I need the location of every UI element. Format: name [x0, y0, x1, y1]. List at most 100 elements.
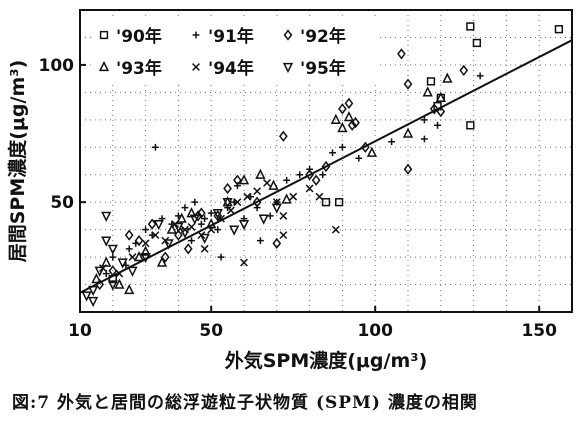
data-point-diamond	[183, 243, 193, 255]
y-tick-label: 100	[39, 56, 75, 76]
legend-label: '95年	[300, 58, 346, 79]
data-point-plus	[191, 198, 199, 206]
data-point-square	[554, 25, 564, 34]
legend-label: '92年	[300, 26, 346, 47]
data-point-plus	[257, 237, 264, 245]
data-point-triangle	[166, 223, 177, 234]
data-point-square	[426, 77, 436, 86]
data-point-triangle	[281, 193, 292, 204]
legend-marker-diamond	[283, 29, 293, 41]
x-tick-label: 50	[199, 321, 223, 341]
data-point-plus	[214, 226, 222, 234]
data-point-diamond	[347, 119, 357, 131]
data-point-square	[321, 198, 331, 207]
data-point-triangle-down	[212, 209, 223, 220]
data-point-triangle	[176, 212, 187, 223]
data-point-triangle-down	[107, 244, 118, 255]
data-point-diamond	[223, 182, 232, 195]
data-point-x	[279, 211, 288, 220]
data-point-x	[279, 231, 288, 240]
data-point-diamond	[311, 174, 321, 186]
x-axis-label: 外気SPM濃度(μg/m³)	[225, 349, 428, 372]
data-point-triangle	[442, 72, 453, 83]
data-point-triangle	[156, 256, 168, 267]
data-point-triangle-down	[127, 266, 138, 277]
figure-caption: 図:7 外気と居間の総浮遊粒子状物質 (SPM) 濃度の相関	[12, 393, 478, 413]
legend-marker-triangle	[98, 60, 110, 72]
data-point-triangle-down	[88, 296, 99, 308]
data-point-diamond	[108, 265, 118, 277]
data-point-diamond	[429, 103, 439, 115]
data-point-plus	[217, 253, 225, 261]
data-point-plus	[476, 72, 484, 80]
data-point-triangle	[255, 168, 266, 179]
data-point-x	[128, 253, 137, 262]
legend-marker-triangle-down	[282, 62, 294, 74]
legend: '90年 '91年 '92年 '93年 '94年 '95年	[92, 18, 376, 84]
data-point-diamond	[361, 141, 370, 153]
data-point-triangle-down	[81, 291, 92, 302]
data-point-triangle-down	[258, 214, 269, 225]
data-point-x	[263, 179, 271, 187]
data-point-diamond	[459, 64, 469, 77]
data-point-x	[141, 239, 150, 248]
data-point-diamond	[403, 78, 413, 90]
data-point-x	[207, 225, 216, 234]
data-point-triangle	[140, 245, 151, 256]
data-point-triangle	[206, 218, 217, 229]
data-point-diamond	[252, 196, 262, 208]
data-point-plus	[283, 176, 291, 184]
data-point-diamond	[272, 237, 282, 249]
data-point-x	[233, 198, 242, 207]
data-point-plus	[339, 143, 346, 151]
data-point-triangle-down	[153, 219, 164, 231]
data-point-plus	[319, 171, 327, 179]
data-point-diamond	[397, 48, 406, 60]
data-point-diamond	[279, 130, 288, 142]
data-point-plus	[388, 138, 395, 146]
data-point-square	[466, 22, 475, 31]
data-point-diamond	[233, 174, 242, 186]
data-point-diamond	[193, 210, 203, 222]
scatter-chart: 10 50 100 150 50 100 '90年 '91年 '92年 '93年 '94年 '95年…	[6, 9, 573, 372]
data-point-x	[151, 231, 160, 240]
legend-label: '90年	[116, 26, 162, 47]
data-point-x	[115, 269, 124, 278]
data-point-plus	[434, 121, 441, 129]
y-tick-label: 50	[50, 193, 74, 213]
data-point-diamond	[147, 218, 157, 230]
data-point-plus	[421, 135, 428, 143]
data-point-x	[315, 192, 324, 201]
legend-background	[92, 18, 376, 84]
data-point-x	[305, 184, 314, 193]
data-point-triangle-down	[140, 252, 151, 264]
data-point-triangle	[133, 251, 145, 262]
data-point-triangle	[422, 86, 433, 97]
data-point-plus	[188, 237, 195, 245]
data-point-triangle	[268, 179, 279, 190]
data-point-diamond	[403, 163, 413, 175]
data-point-x	[240, 258, 248, 267]
data-point-plus	[201, 215, 209, 223]
data-point-triangle-down	[101, 211, 112, 222]
legend-label: '91年	[208, 26, 254, 47]
data-point-diamond	[321, 160, 331, 173]
data-point-plus	[421, 116, 428, 124]
data-point-triangle	[343, 110, 355, 122]
data-point-triangle-down	[179, 228, 191, 239]
legend-marker-square	[99, 30, 109, 40]
data-point-x	[253, 187, 262, 196]
data-point-triangle	[366, 146, 378, 157]
data-point-plus	[125, 245, 133, 253]
x-tick-label: 150	[521, 321, 557, 341]
data-point-square	[334, 198, 344, 207]
legend-marker-plus	[192, 31, 200, 39]
data-point-plus	[329, 149, 336, 157]
data-point-triangle-down	[107, 280, 118, 291]
data-point-triangle	[435, 91, 446, 103]
data-point-diamond	[436, 105, 446, 118]
data-point-triangle-down	[199, 233, 210, 244]
legend-label: '94年	[208, 58, 254, 79]
data-point-triangle	[91, 272, 102, 284]
data-point-triangle	[101, 256, 112, 267]
